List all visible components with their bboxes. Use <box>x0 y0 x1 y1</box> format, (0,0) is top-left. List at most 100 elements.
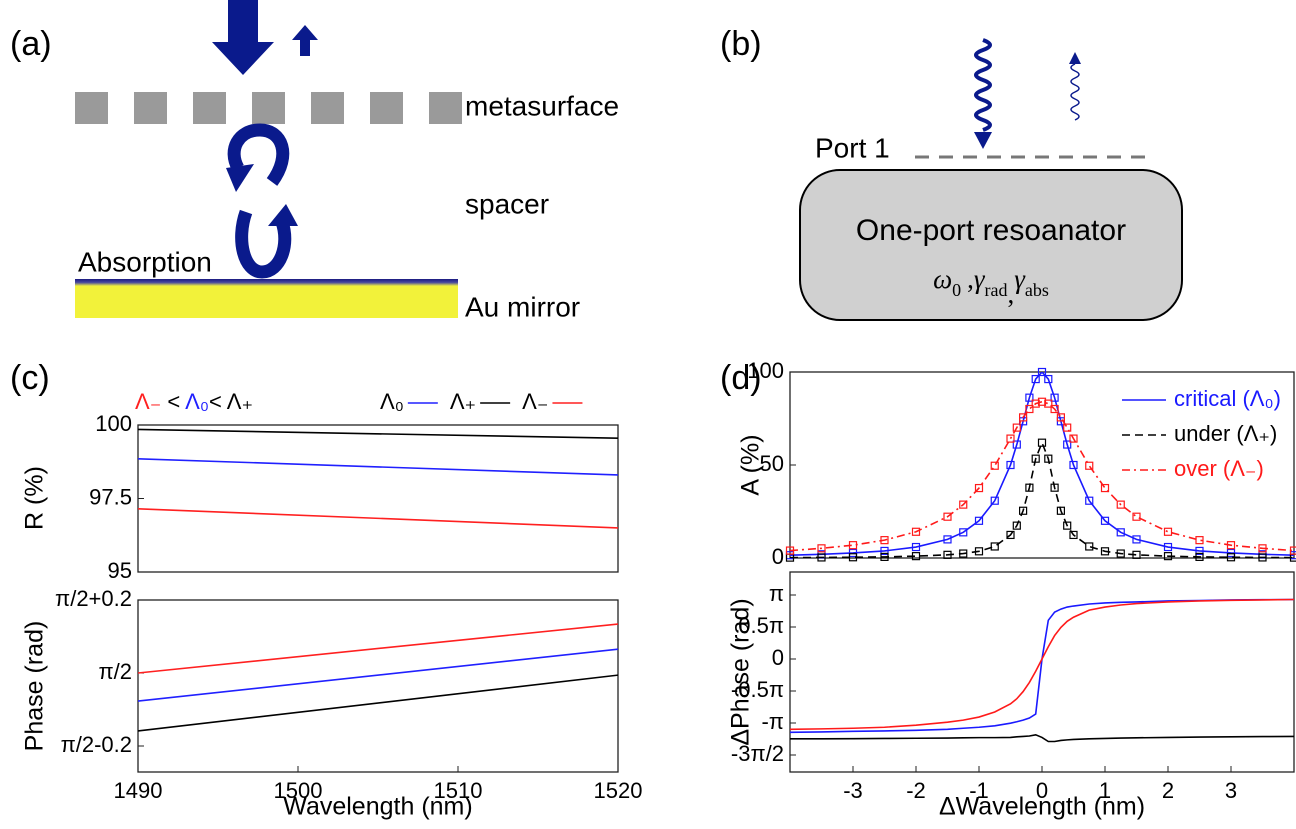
marker <box>1132 535 1141 544</box>
x-tick-label: 2 <box>1162 778 1174 803</box>
x-tick-label: 0 <box>1036 778 1048 803</box>
marker <box>974 547 984 556</box>
resonator-box <box>799 169 1183 321</box>
series-line <box>790 733 1294 743</box>
marker <box>880 546 889 556</box>
marker <box>1258 544 1267 553</box>
marker <box>1031 399 1040 408</box>
x-tick-label: 1510 <box>434 778 483 803</box>
symbol: γ <box>974 264 986 294</box>
marker <box>990 461 999 470</box>
marker <box>1018 413 1028 422</box>
marker <box>974 483 984 493</box>
marker <box>1031 454 1040 463</box>
diagram-a: metasurface spacer Au mirror Absorption <box>75 0 619 322</box>
marker <box>1063 423 1072 432</box>
marker <box>1050 483 1059 492</box>
y-tick-label: 0 <box>772 645 784 670</box>
layer-label: metasurface <box>465 90 619 121</box>
marker <box>1044 454 1053 463</box>
marker <box>1100 483 1110 493</box>
series-line <box>138 458 618 476</box>
y-tick-label: 50 <box>760 451 784 476</box>
marker <box>911 542 921 552</box>
marker <box>1163 527 1173 536</box>
symbol: ω <box>933 264 952 294</box>
metasurface-squares <box>75 92 462 124</box>
loop-arrowhead <box>268 204 298 226</box>
x-tick-label: 1500 <box>274 778 323 803</box>
series-line <box>790 400 1294 552</box>
y-axis-label: ΔPhase (rad) <box>727 598 755 745</box>
y-tick-label: -3π/2 <box>731 741 784 766</box>
marker <box>974 516 984 525</box>
marker <box>1226 541 1236 550</box>
marker <box>1018 506 1028 515</box>
marker <box>1226 548 1236 558</box>
marker <box>943 535 952 544</box>
loop-arrow <box>227 123 290 186</box>
marker <box>1050 393 1059 402</box>
marker <box>1085 496 1094 505</box>
series-line <box>790 598 1294 734</box>
x-tick-label: -3 <box>843 778 863 803</box>
x-tick-label: -1 <box>969 778 989 803</box>
subscript: 0 <box>952 280 961 300</box>
panel-label: (d) <box>720 359 762 397</box>
resonator-label: One-port resoanator <box>856 214 1126 247</box>
reflected-arrow <box>292 25 318 56</box>
marker <box>1006 434 1015 443</box>
marker <box>1012 423 1021 432</box>
y-tick-label: -0.5π <box>731 677 784 702</box>
marker <box>848 548 858 558</box>
legend-label: under (Λ₊) <box>1174 421 1277 446</box>
x-tick-label: 1490 <box>114 778 163 803</box>
plot-frame <box>137 424 619 573</box>
separator: , <box>1008 279 1015 309</box>
layer-label: spacer <box>465 188 549 219</box>
x-tick-label: 1520 <box>594 778 643 803</box>
marker <box>1031 374 1040 384</box>
y-tick-label: π/2 <box>98 659 132 684</box>
y-tick-label: 100 <box>95 411 132 436</box>
y-axis-label: R (%) <box>21 466 49 530</box>
marker <box>1025 404 1034 414</box>
mirror <box>75 286 458 318</box>
marker <box>990 496 999 505</box>
annotation-part: < <box>209 389 227 414</box>
marker <box>1056 413 1066 422</box>
incident-arrow <box>212 0 274 75</box>
panel-label: (a) <box>10 25 52 63</box>
marker <box>1116 500 1125 509</box>
y-tick-label: 0 <box>772 544 784 569</box>
chart: -3π/2 -π -0.5π 0 0.5π π -3 -2 -1 0 1 2 3 ΔPhase (rad)… <box>727 571 1295 821</box>
marker <box>959 549 968 558</box>
marker <box>1132 550 1141 559</box>
marker <box>1085 542 1094 551</box>
marker <box>1132 512 1141 521</box>
x-tick-label: -2 <box>906 778 926 803</box>
marker <box>1289 546 1296 555</box>
marker <box>1044 374 1053 384</box>
marker <box>1069 460 1078 470</box>
marker <box>1258 553 1267 562</box>
marker <box>1044 399 1053 408</box>
marker <box>1195 552 1204 561</box>
series-line <box>138 507 618 529</box>
marker <box>1063 521 1072 530</box>
series-line <box>138 648 618 702</box>
x-axis-label: ΔWavelength (nm) <box>939 793 1145 821</box>
y-tick-label: π/2+0.2 <box>55 586 132 611</box>
loop-arrowhead <box>226 164 254 192</box>
marker <box>848 553 858 562</box>
plot-frame <box>137 599 619 773</box>
wave-arrowhead <box>1069 52 1081 64</box>
annotation-part: < <box>161 389 185 414</box>
legend-label: over (Λ₋) <box>1174 456 1264 481</box>
marker <box>1006 460 1015 470</box>
series-line <box>790 598 1294 731</box>
annotation-part: Λ₀ <box>185 389 209 414</box>
y-tick-label: π <box>769 581 784 606</box>
